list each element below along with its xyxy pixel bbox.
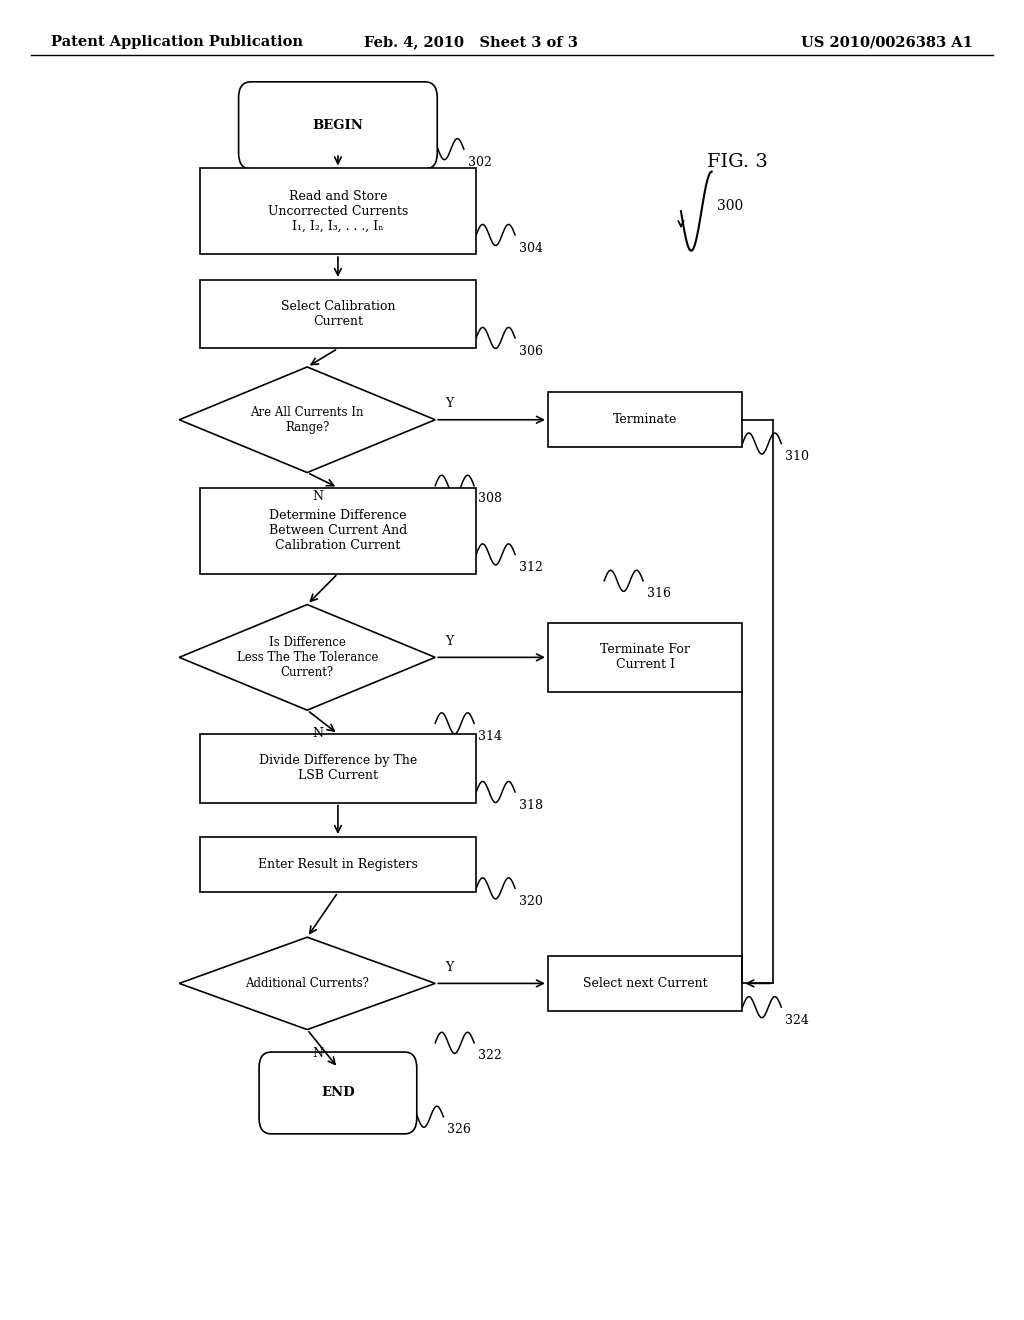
Text: Read and Store
Uncorrected Currents
I₁, I₂, I₃, . . ., Iₙ: Read and Store Uncorrected Currents I₁, … (268, 190, 408, 232)
Text: N: N (312, 490, 324, 503)
Text: 304: 304 (519, 242, 543, 255)
Text: END: END (322, 1086, 354, 1100)
Text: N: N (312, 1047, 324, 1060)
Bar (200, 168, 476, 253)
Bar (200, 487, 476, 573)
Text: N: N (312, 727, 324, 741)
Text: 312: 312 (519, 561, 543, 574)
Text: Terminate: Terminate (613, 413, 677, 426)
Text: 300: 300 (717, 199, 743, 213)
Text: 306: 306 (519, 345, 543, 358)
Bar (200, 280, 476, 348)
Polygon shape (179, 605, 435, 710)
Text: Are All Currents In
Range?: Are All Currents In Range? (251, 405, 364, 434)
Text: 308: 308 (478, 492, 502, 506)
Text: Feb. 4, 2010   Sheet 3 of 3: Feb. 4, 2010 Sheet 3 of 3 (365, 36, 578, 49)
Text: Patent Application Publication: Patent Application Publication (51, 36, 303, 49)
Text: 310: 310 (785, 450, 809, 463)
Text: Y: Y (445, 635, 454, 648)
Text: 320: 320 (519, 895, 543, 908)
Text: Determine Difference
Between Current And
Calibration Current: Determine Difference Between Current And… (268, 510, 408, 552)
Text: US 2010/0026383 A1: US 2010/0026383 A1 (801, 36, 973, 49)
Bar (200, 837, 476, 892)
Text: Terminate For
Current I: Terminate For Current I (600, 643, 690, 672)
Bar (548, 623, 742, 692)
Bar (548, 956, 742, 1011)
Text: Select Calibration
Current: Select Calibration Current (281, 300, 395, 329)
Text: 326: 326 (447, 1123, 471, 1137)
Text: Enter Result in Registers: Enter Result in Registers (258, 858, 418, 871)
Text: Y: Y (445, 397, 454, 411)
Text: Is Difference
Less The The Tolerance
Current?: Is Difference Less The The Tolerance Cur… (237, 636, 378, 678)
FancyBboxPatch shape (259, 1052, 417, 1134)
Text: Select next Current: Select next Current (583, 977, 708, 990)
Text: 316: 316 (647, 587, 671, 601)
Text: Y: Y (445, 961, 454, 974)
Text: Divide Difference by The
LSB Current: Divide Difference by The LSB Current (259, 754, 417, 783)
Text: 302: 302 (468, 156, 492, 169)
Text: 324: 324 (785, 1014, 809, 1027)
Text: BEGIN: BEGIN (312, 119, 364, 132)
Text: 322: 322 (478, 1049, 502, 1063)
Text: Additional Currents?: Additional Currents? (246, 977, 369, 990)
Bar (200, 734, 476, 803)
Polygon shape (179, 367, 435, 473)
Bar (548, 392, 742, 447)
Text: 314: 314 (478, 730, 502, 743)
FancyBboxPatch shape (239, 82, 437, 169)
Polygon shape (179, 937, 435, 1030)
Text: FIG. 3: FIG. 3 (707, 153, 767, 172)
Text: 318: 318 (519, 799, 543, 812)
